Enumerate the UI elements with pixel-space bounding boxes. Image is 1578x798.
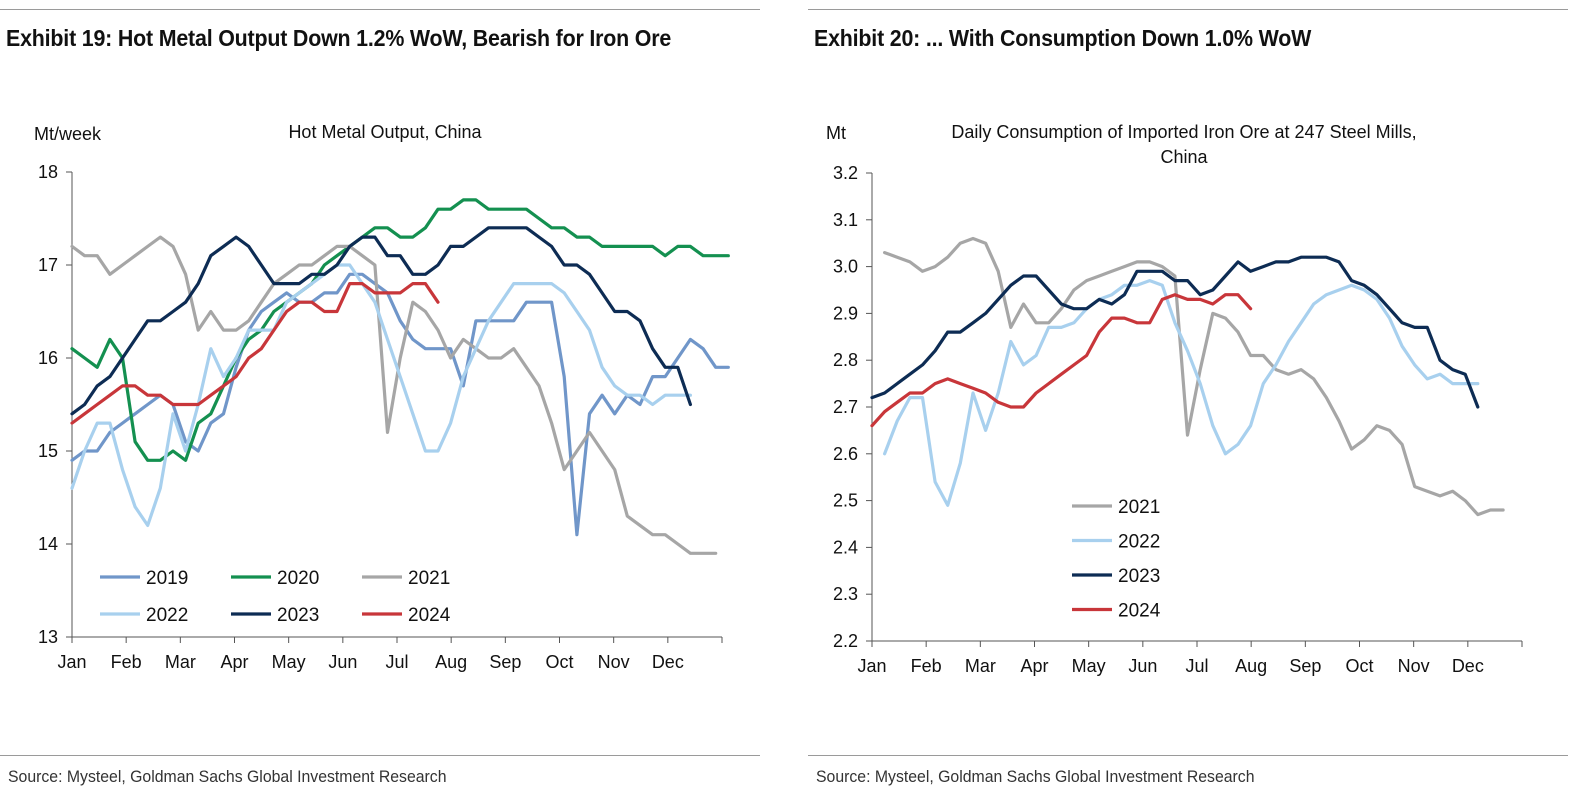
bottom-rule [0,755,760,756]
x-tick-label: Apr [220,652,248,672]
x-tick-label: May [1072,656,1106,676]
top-rule [0,9,760,10]
x-tick-label: Nov [1398,656,1430,676]
x-tick-label: Mar [165,652,196,672]
series-line-2022 [882,279,1480,507]
x-tick-label: Jan [857,656,886,676]
chart-title: Hot Metal Output, China [288,122,482,142]
y-tick-label: 2.8 [833,350,858,370]
legend-label: 2023 [277,605,319,626]
x-tick-label: Dec [1452,656,1484,676]
x-tick-label: Sep [489,652,521,672]
top-rule [808,9,1568,10]
y-tick-label: 16 [38,348,58,368]
source-note: Source: Mysteel, Goldman Sachs Global In… [816,767,1255,786]
y-axis-label: Mt/week [34,124,102,144]
y-tick-label: 3.0 [833,257,858,277]
y-tick-label: 2.2 [833,631,858,651]
legend-label: 2024 [1118,601,1161,622]
series-line-2023 [70,226,693,416]
x-tick-label: Apr [1020,656,1048,676]
y-tick-label: 2.4 [833,537,858,557]
legend-label: 2021 [1118,497,1160,518]
series-line-2024 [70,282,440,425]
legend-label: 2019 [146,568,188,589]
x-tick-label: Jun [1128,656,1157,676]
hot-metal-output-chart: Mt/week Hot Metal Output, China 13 14 15 16 17… [34,122,730,672]
y-tick-label: 2.5 [833,491,858,511]
exhibit-title: Exhibit 20: ... With Consumption Down 1.… [814,25,1312,51]
y-tick-label: 2.7 [833,397,858,417]
y-tick-label: 13 [38,627,58,647]
x-tick-label: Nov [598,652,630,672]
x-tick-label: Jun [328,652,357,672]
series-line-2021 [70,235,718,555]
bottom-rule [808,755,1568,756]
legend: 2019 2020 2021 2022 2023 2024 [100,568,451,626]
x-tick-label: Mar [965,656,996,676]
y-tick-label: 3.1 [833,210,858,230]
y-tick-label: 17 [38,255,58,275]
y-tick-label: 2.6 [833,444,858,464]
y-tick-label: 14 [38,534,58,554]
legend: 2021 2022 2023 2024 [1072,497,1161,622]
legend-label: 2021 [408,568,450,589]
legend-label: 2020 [277,568,319,589]
iron-ore-consumption-chart: Mt Daily Consumption of Imported Iron Ore… [826,122,1523,676]
y-tick-label: 3.2 [833,163,858,183]
x-tick-label: Feb [911,656,942,676]
legend-label: 2024 [408,605,451,626]
chart-title: Daily Consumption of Imported Iron Ore a… [951,122,1416,142]
x-tick-label: Oct [545,652,573,672]
x-tick-label: Jan [57,652,86,672]
x-tick-label: Sep [1289,656,1321,676]
y-tick-label: 2.3 [833,584,858,604]
x-tick-label: May [272,652,306,672]
series-line-2020 [70,198,730,462]
y-axis-label: Mt [826,123,846,143]
plot-group: Mt Daily Consumption of Imported Iron Ore… [826,122,1523,676]
series-line-2022 [70,263,693,528]
exhibit-title: Exhibit 19: Hot Metal Output Down 1.2% W… [6,25,672,51]
legend-label: 2022 [1118,532,1160,553]
y-tick-label: 2.9 [833,303,858,323]
plot-group: Mt/week Hot Metal Output, China 13 14 15 16 17… [34,122,730,672]
x-tick-label: Jul [1185,656,1208,676]
series-line-2021 [882,236,1505,517]
y-tick-label: 18 [38,162,58,182]
x-tick-label: Dec [652,652,684,672]
series-line-2023 [870,255,1480,409]
x-tick-label: Feb [111,652,142,672]
y-tick-label: 15 [38,441,58,461]
x-tick-label: Oct [1345,656,1373,676]
series-line-2024 [870,293,1253,428]
legend-label: 2023 [1118,566,1160,587]
x-tick-label: Jul [385,652,408,672]
exhibit-19-panel: Exhibit 19: Hot Metal Output Down 1.2% W… [0,0,760,798]
series-line-2019 [70,272,730,537]
source-note: Source: Mysteel, Goldman Sachs Global In… [8,767,447,786]
x-tick-label: Aug [1235,656,1267,676]
exhibit-20-panel: Exhibit 20: ... With Consumption Down 1.… [808,0,1568,798]
x-tick-label: Aug [435,652,467,672]
chart-title: China [1160,147,1208,167]
legend-label: 2022 [146,605,188,626]
